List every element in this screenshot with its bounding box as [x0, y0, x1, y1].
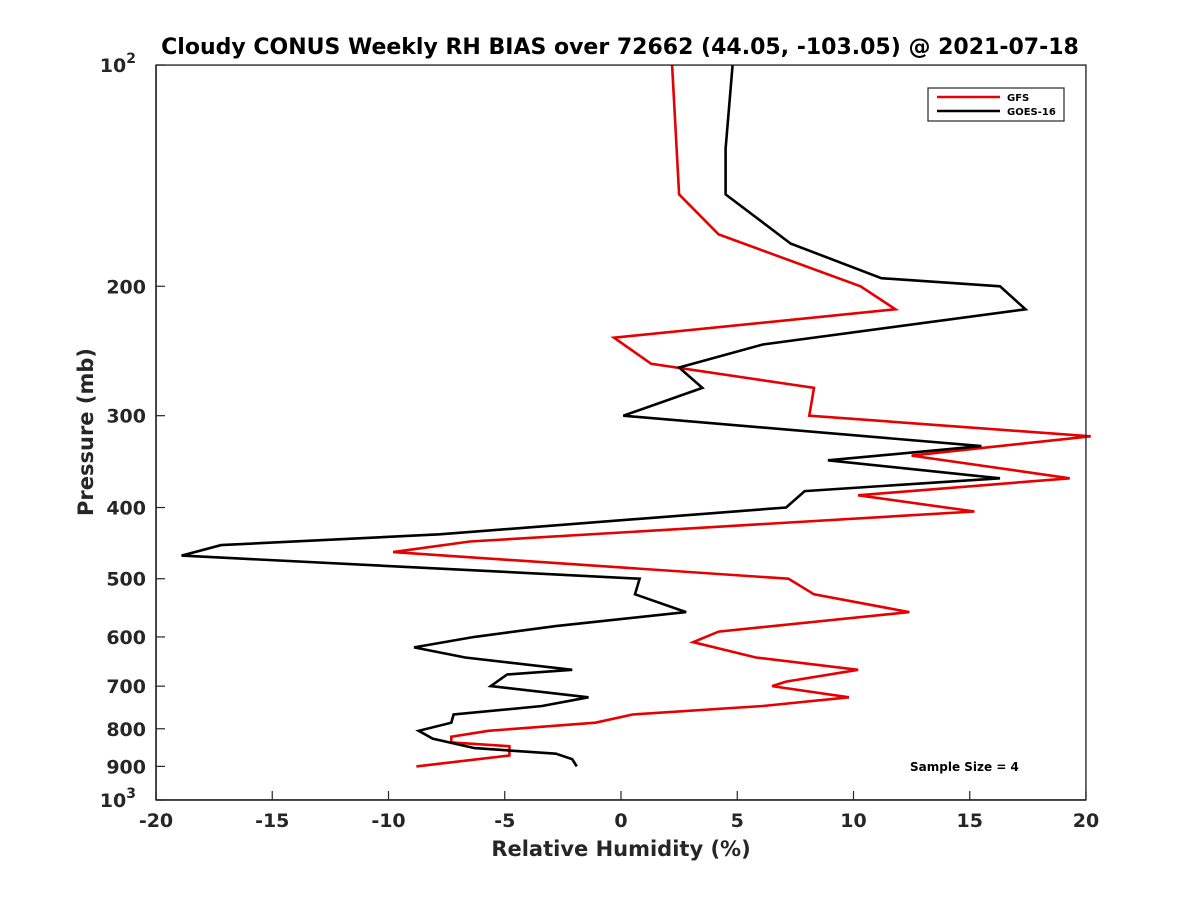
legend-box [927, 87, 1065, 122]
x-tick-label: 20 [1073, 810, 1099, 832]
series-layer [181, 64, 1091, 768]
y-tick-label: 700 [106, 676, 146, 698]
legend-label: GFS [1007, 93, 1029, 104]
x-tick-label: 10 [840, 810, 866, 832]
series-line-gfs [392, 64, 1091, 768]
series-line-goes-16 [181, 64, 1029, 768]
plot-frame [156, 65, 1086, 800]
sample-size-annotation: Sample Size = 4 [910, 760, 1019, 774]
y-tick-label: 103 [100, 786, 136, 812]
y-tick-label: 300 [106, 406, 146, 428]
y-tick-label: 400 [106, 498, 146, 520]
x-tick-label: -5 [494, 810, 515, 832]
y-axis-label: Pressure (mb) [74, 348, 98, 516]
chart-title: Cloudy CONUS Weekly RH BIAS over 72662 (… [161, 35, 1079, 60]
y-tick-label: 900 [106, 756, 146, 778]
x-tick-label: 0 [614, 810, 627, 832]
x-tick-label: 15 [957, 810, 983, 832]
y-tick-label: 600 [106, 627, 146, 649]
y-ticks: 102 200 300 400 500 600 700 800 900 103 [100, 51, 165, 812]
x-ticks: -20 -15 -10 -5 0 5 10 15 20 [139, 791, 1099, 832]
x-tick-label: -10 [371, 810, 405, 832]
legend: GFS GOES-16 [927, 87, 1065, 122]
x-tick-label: 5 [731, 810, 744, 832]
legend-label: GOES-16 [1007, 107, 1056, 118]
x-tick-label: -15 [255, 810, 289, 832]
y-tick-label: 500 [106, 569, 146, 591]
x-tick-label: -20 [139, 810, 173, 832]
x-axis-label: Relative Humidity (%) [491, 837, 750, 861]
y-tick-label: 800 [106, 719, 146, 741]
y-tick-label: 102 [100, 51, 136, 77]
y-tick-label: 200 [106, 276, 146, 298]
